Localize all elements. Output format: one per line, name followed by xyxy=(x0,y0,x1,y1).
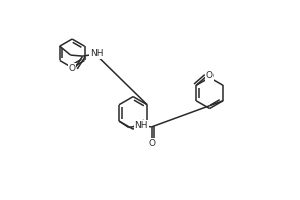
Text: O: O xyxy=(206,71,212,80)
Text: O: O xyxy=(206,72,213,81)
Text: O: O xyxy=(148,139,155,148)
Text: NH: NH xyxy=(90,49,103,58)
Text: O: O xyxy=(69,64,76,73)
Text: NH: NH xyxy=(134,121,148,130)
